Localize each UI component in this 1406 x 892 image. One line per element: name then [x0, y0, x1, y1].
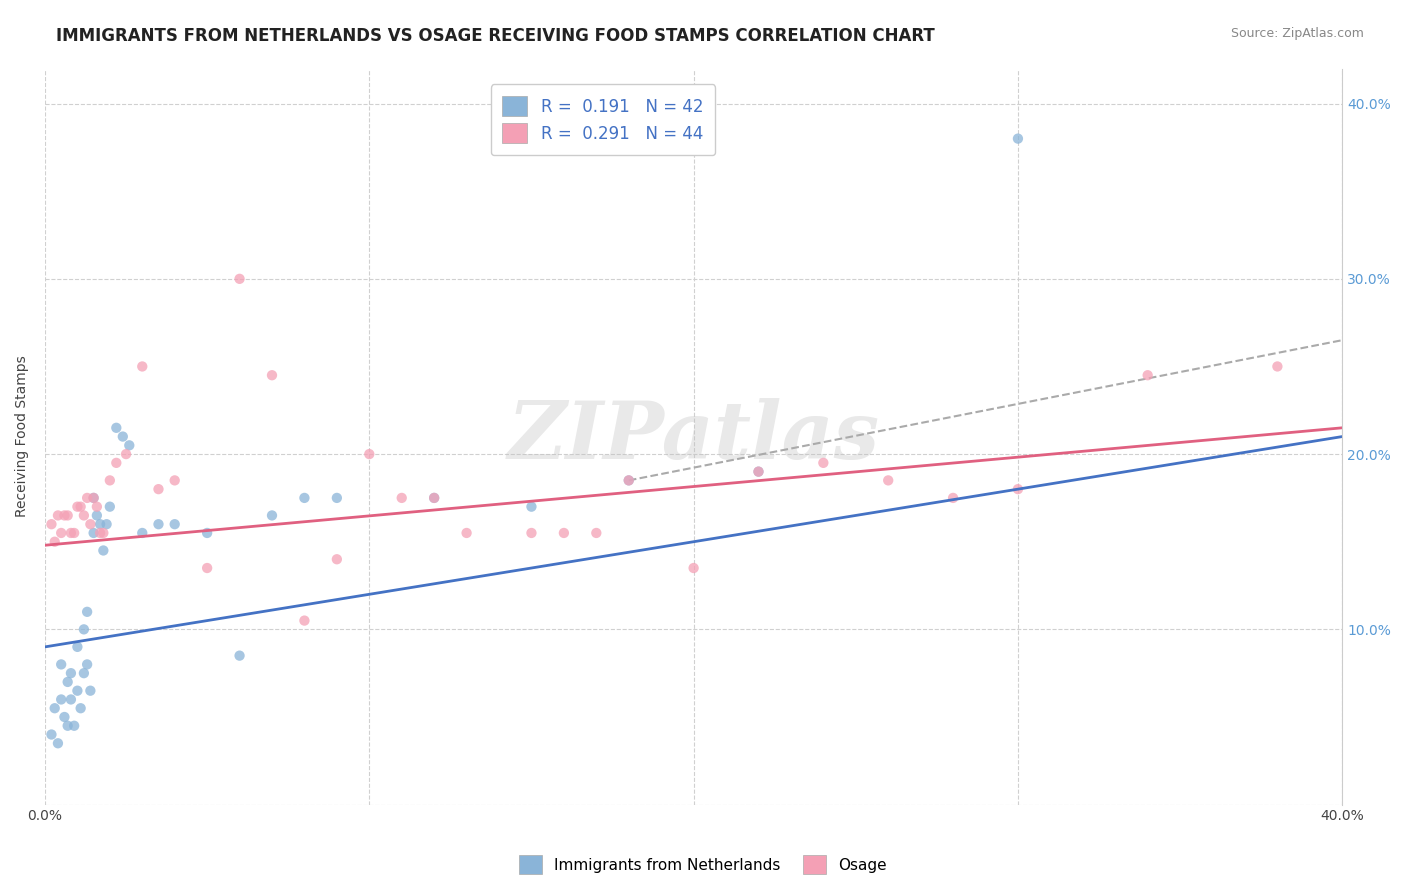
Point: [1007, 131, 1029, 145]
Point: [148, 482, 170, 496]
Point: [105, 456, 128, 470]
Point: [89, 517, 111, 532]
Point: [1007, 482, 1029, 496]
Point: [83, 491, 105, 505]
Point: [51, 657, 73, 672]
Point: [131, 359, 153, 374]
Point: [79, 517, 101, 532]
Point: [44, 534, 66, 549]
Point: [53, 710, 76, 724]
Point: [66, 500, 89, 514]
Point: [682, 561, 704, 575]
Point: [41, 727, 63, 741]
Point: [115, 447, 138, 461]
Point: [553, 525, 575, 540]
Point: [326, 491, 349, 505]
Point: [46, 736, 69, 750]
Point: [79, 683, 101, 698]
Point: [96, 517, 118, 532]
Point: [195, 525, 218, 540]
Point: [66, 640, 89, 654]
Point: [195, 561, 218, 575]
Point: [51, 692, 73, 706]
Point: [228, 648, 250, 663]
Point: [520, 500, 543, 514]
Point: [423, 491, 446, 505]
Point: [148, 517, 170, 532]
Point: [163, 517, 186, 532]
Point: [118, 438, 141, 452]
Point: [520, 525, 543, 540]
Point: [1267, 359, 1289, 374]
Point: [617, 474, 640, 488]
Point: [86, 500, 108, 514]
Point: [93, 543, 115, 558]
Point: [76, 491, 98, 505]
Text: IMMIGRANTS FROM NETHERLANDS VS OSAGE RECEIVING FOOD STAMPS CORRELATION CHART: IMMIGRANTS FROM NETHERLANDS VS OSAGE REC…: [56, 27, 935, 45]
Point: [747, 465, 769, 479]
Point: [69, 500, 91, 514]
Point: [86, 508, 108, 523]
Point: [260, 508, 283, 523]
Point: [53, 508, 76, 523]
Point: [59, 525, 82, 540]
Point: [942, 491, 965, 505]
Point: [56, 675, 79, 690]
Point: [41, 517, 63, 532]
Point: [163, 474, 186, 488]
Point: [98, 500, 121, 514]
Point: [131, 525, 153, 540]
Point: [93, 525, 115, 540]
Point: [83, 525, 105, 540]
Point: [73, 666, 96, 681]
Point: [391, 491, 413, 505]
Point: [294, 491, 316, 505]
Point: [747, 465, 769, 479]
Point: [617, 474, 640, 488]
Point: [83, 491, 105, 505]
Point: [260, 368, 283, 383]
Point: [69, 701, 91, 715]
Point: [59, 692, 82, 706]
Point: [359, 447, 381, 461]
Legend: Immigrants from Netherlands, Osage: Immigrants from Netherlands, Osage: [513, 849, 893, 880]
Point: [51, 525, 73, 540]
Point: [228, 272, 250, 286]
Point: [56, 719, 79, 733]
Point: [63, 719, 86, 733]
Point: [76, 657, 98, 672]
Point: [111, 429, 134, 443]
Point: [76, 605, 98, 619]
Point: [56, 508, 79, 523]
Point: [456, 525, 478, 540]
Point: [877, 474, 900, 488]
Point: [73, 623, 96, 637]
Point: [98, 474, 121, 488]
Point: [294, 614, 316, 628]
Point: [423, 491, 446, 505]
Text: ZIPatlas: ZIPatlas: [508, 398, 880, 475]
Point: [813, 456, 835, 470]
Point: [66, 683, 89, 698]
Point: [73, 508, 96, 523]
Point: [46, 508, 69, 523]
Point: [326, 552, 349, 566]
Point: [1136, 368, 1159, 383]
Point: [89, 525, 111, 540]
Point: [105, 421, 128, 435]
Point: [63, 525, 86, 540]
Point: [44, 701, 66, 715]
Legend: R =  0.191   N = 42, R =  0.291   N = 44: R = 0.191 N = 42, R = 0.291 N = 44: [491, 84, 714, 155]
Point: [59, 666, 82, 681]
Y-axis label: Receiving Food Stamps: Receiving Food Stamps: [15, 356, 30, 517]
Text: Source: ZipAtlas.com: Source: ZipAtlas.com: [1230, 27, 1364, 40]
Point: [585, 525, 607, 540]
